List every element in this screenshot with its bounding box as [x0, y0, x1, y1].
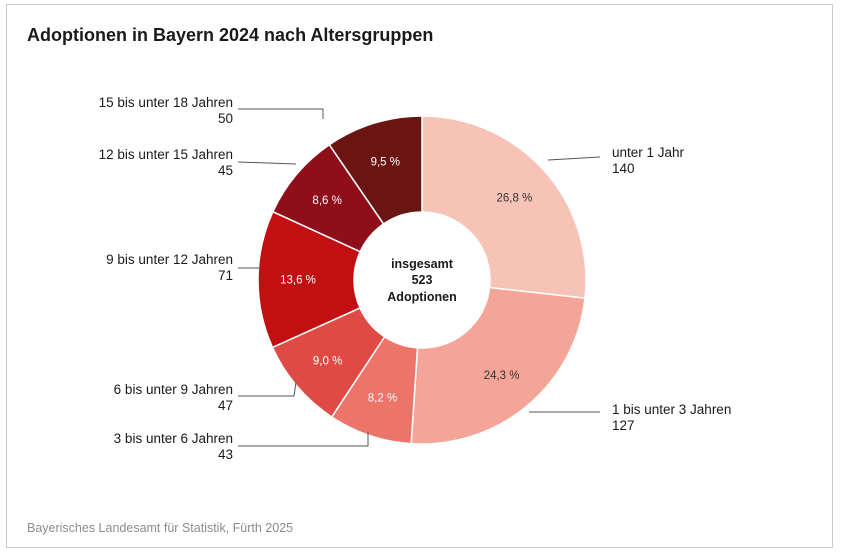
value-label-1: 140: [612, 161, 635, 176]
center-line-1: insgesamt: [391, 257, 454, 271]
category-label-4: 6 bis unter 9 Jahren: [114, 382, 233, 397]
slice-2: [410, 286, 586, 445]
center-line-2: 523: [412, 273, 433, 287]
category-label-2: 1 bis unter 3 Jahren: [612, 402, 731, 417]
leader-line-1: [547, 156, 601, 161]
percent-label-5: 13,6 %: [280, 275, 316, 287]
center-line-3: Adoptionen: [387, 290, 456, 304]
center-label: insgesamt 523 Adoptionen: [387, 257, 456, 304]
category-label-5: 9 bis unter 12 Jahren: [106, 252, 233, 267]
donut-slices: [257, 115, 587, 445]
value-label-4: 47: [218, 398, 233, 413]
percent-label-6: 8,6 %: [312, 195, 341, 207]
percent-label-3: 8,2 %: [368, 393, 397, 405]
slice-5: [257, 210, 362, 349]
percent-label-2: 24,3 %: [484, 370, 520, 382]
category-label-1: unter 1 Jahr: [612, 145, 685, 160]
category-label-3: 3 bis unter 6 Jahren: [114, 431, 233, 446]
percent-label-1: 26,8 %: [497, 192, 533, 204]
leader-line-4: [238, 381, 297, 397]
chart-frame: Adoptionen in Bayern 2024 nach Altersgru…: [6, 4, 833, 548]
leader-lines: [237, 108, 601, 447]
percent-label-4: 9,0 %: [313, 355, 342, 367]
value-label-7: 50: [218, 111, 233, 126]
leader-line-7: [238, 108, 324, 119]
percent-label-7: 9,5 %: [371, 157, 400, 169]
chart-title: Adoptionen in Bayern 2024 nach Altersgru…: [27, 25, 434, 45]
value-label-2: 127: [612, 418, 635, 433]
leader-line-3: [238, 432, 369, 447]
category-label-7: 15 bis unter 18 Jahren: [99, 95, 233, 110]
slice-7: [328, 115, 423, 225]
value-label-5: 71: [218, 268, 233, 283]
percent-labels: 26,8 % 24,3 % 8,2 % 9,0 % 13,6 % 8,6 % 9,5 %: [280, 157, 532, 405]
leader-line-6: [237, 161, 297, 165]
slice-1: [421, 115, 587, 300]
category-label-6: 12 bis unter 15 Jahren: [99, 147, 233, 162]
value-label-3: 43: [218, 447, 233, 462]
source-note: Bayerisches Landesamt für Statistik, Für…: [27, 521, 294, 535]
value-label-6: 45: [218, 163, 233, 178]
